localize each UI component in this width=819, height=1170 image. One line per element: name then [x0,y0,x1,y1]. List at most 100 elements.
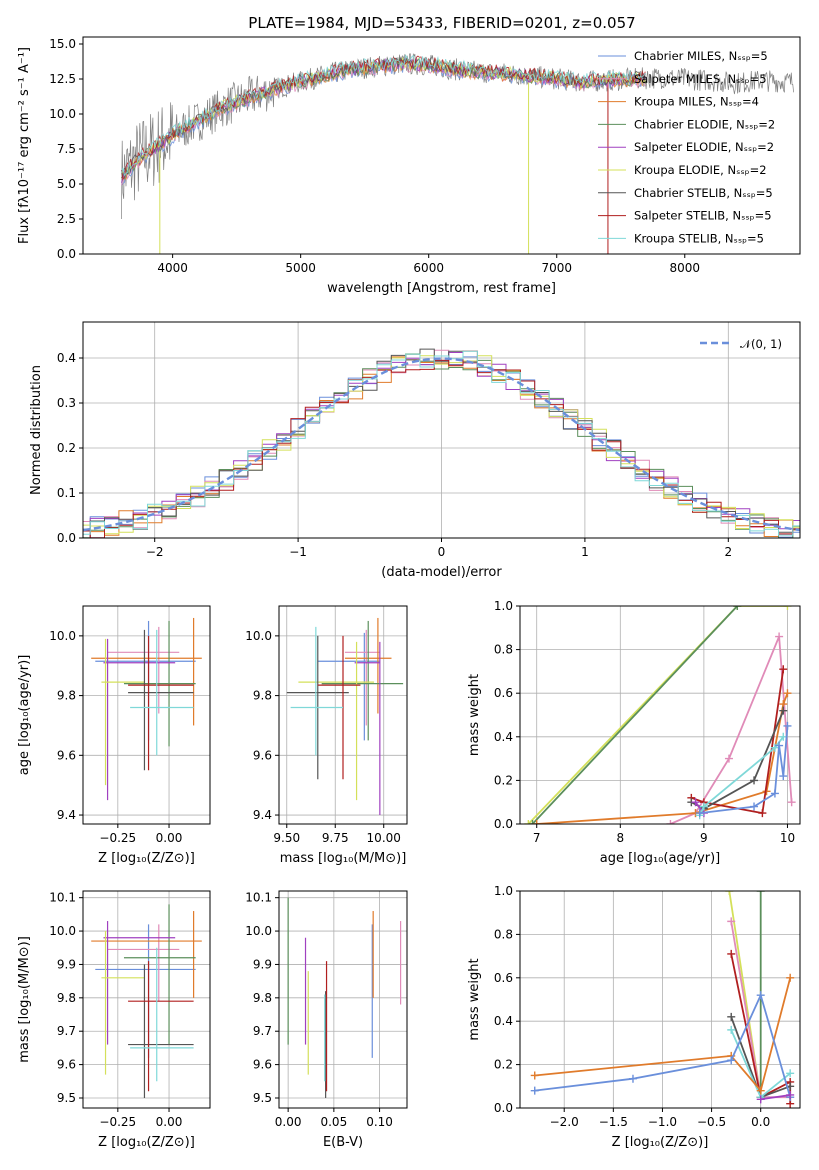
y-tick-label: 9.4 [253,808,272,822]
x-tick-label: 8 [616,831,624,845]
data-point [95,620,196,741]
series-marker [528,820,537,824]
data-point [128,964,194,1098]
x-tick-label: 7000 [541,261,572,275]
y-tick-label: 9.7 [57,1024,76,1038]
weight-series-line [534,977,792,1093]
series-marker [750,802,759,811]
y-tick-label: 0.2 [494,773,513,787]
data-point [128,635,194,771]
series-marker [779,706,788,715]
series-marker [530,1086,539,1095]
y-tick-label: 0.3 [57,396,76,410]
y-tick-label: 9.6 [57,748,76,762]
y-tick-label: 0.8 [494,643,513,657]
x-tick-label: 0.10 [366,1115,393,1129]
axes-frame [82,321,801,539]
axes-frame [82,605,211,825]
model-spectrum-line [121,55,646,179]
legend-label: Kroupa ELODIE, Nₛₛₚ=2 [634,163,767,177]
y-tick-label: 0.0 [57,531,76,545]
series-marker [779,665,788,674]
series-marker [724,754,733,763]
y-tick-label: 9.9 [253,957,272,971]
residual-histogram-step [83,353,800,535]
y-axis-label: mass weight [467,958,482,1040]
x-tick-label: 9.75 [322,831,349,845]
y-tick-label: 0.0 [57,247,76,261]
series-marker [666,820,675,824]
data-point [103,638,176,801]
y-tick-label: 10.0 [245,629,272,643]
series-marker [787,798,796,807]
series-marker [758,809,767,818]
y-tick-label: 0.4 [494,730,513,744]
figure-title: PLATE=1984, MJD=53433, FIBERID=0201, z=0… [248,14,635,32]
data-point [317,632,380,741]
y-tick-label: 10.1 [49,891,76,905]
y-tick-label: 0.0 [494,1101,513,1115]
data-point [130,629,194,756]
data-point [91,911,202,998]
legend-label: Chabrier MILES, Nₛₛₚ=5 [634,49,768,63]
y-tick-label: 0.8 [494,927,513,941]
y-tick-label: 0.6 [494,971,513,985]
series-marker [699,802,708,811]
series-marker [725,891,734,895]
y-tick-label: 1.0 [494,884,513,898]
y-tick-label: 10.0 [49,629,76,643]
data-point [95,924,196,1058]
x-tick-label: 9 [700,831,708,845]
y-axis-label: mass weight [467,674,482,756]
series-marker [775,741,784,750]
series-marker [756,891,765,895]
data-point [128,961,194,1092]
y-tick-label: 0.1 [57,486,76,500]
y-tick-label: 1.0 [494,599,513,613]
legend-label: Chabrier ELODIE, Nₛₛₚ=2 [634,117,775,131]
y-tick-label: 15.0 [49,37,76,51]
x-axis-label: (data-model)/error [381,565,502,580]
data-point [101,931,145,1075]
y-tick-label: 10.0 [49,924,76,938]
spectrum-legend: Chabrier MILES, Nₛₛₚ=5 Salpeter MILES, Nₛ… [598,49,775,245]
x-tick-label: 9.50 [273,831,300,845]
series-marker [691,798,700,807]
axes-frame [82,890,211,1109]
weight-vs-age-axes: 7 8 9 10 0.0 0.2 0.4 0.6 0.8 1.0 age [log₁₀(age/yr… [467,599,801,866]
y-tick-label: 9.4 [57,808,76,822]
x-tick-label: 1 [581,545,589,559]
series-marker [786,973,795,982]
y-tick-label: 9.6 [253,1058,272,1072]
legend-label: Chabrier STELIB, Nₛₛₚ=5 [634,186,773,200]
y-tick-label: 10.1 [245,891,272,905]
series-marker [783,606,792,610]
weight-series-line [536,692,789,824]
x-tick-label: 0 [438,545,446,559]
x-tick-label: 6000 [413,261,444,275]
series-marker [783,721,792,730]
axes-frame [519,605,801,825]
legend-label: Salpeter MILES, Nₛₛₚ=5 [634,72,767,86]
x-tick-label: −1 [289,545,307,559]
y-tick-label: 0.2 [57,441,76,455]
data-point [128,629,194,771]
x-tick-label: 0.0 [751,1115,770,1129]
x-tick-label: 7 [533,831,541,845]
residual-histogram-step [83,349,800,538]
data-point [354,641,381,816]
residual-histogram-step [83,350,800,536]
x-tick-label: −2.0 [550,1115,579,1129]
x-tick-label: −1.0 [648,1115,677,1129]
series-marker [770,743,779,752]
y-tick-label: 9.6 [57,1058,76,1072]
x-axis-label: wavelength [Angstrom, rest frame] [327,281,556,296]
series-marker [756,1086,765,1095]
x-tick-label: −1.5 [599,1115,628,1129]
series-marker [695,809,704,818]
y-tick-label: 0.4 [57,351,76,365]
x-axis-label: mass [log₁₀(M/M⊙)] [280,851,407,866]
y-tick-label: 9.5 [253,1091,272,1105]
series-marker [524,820,533,824]
